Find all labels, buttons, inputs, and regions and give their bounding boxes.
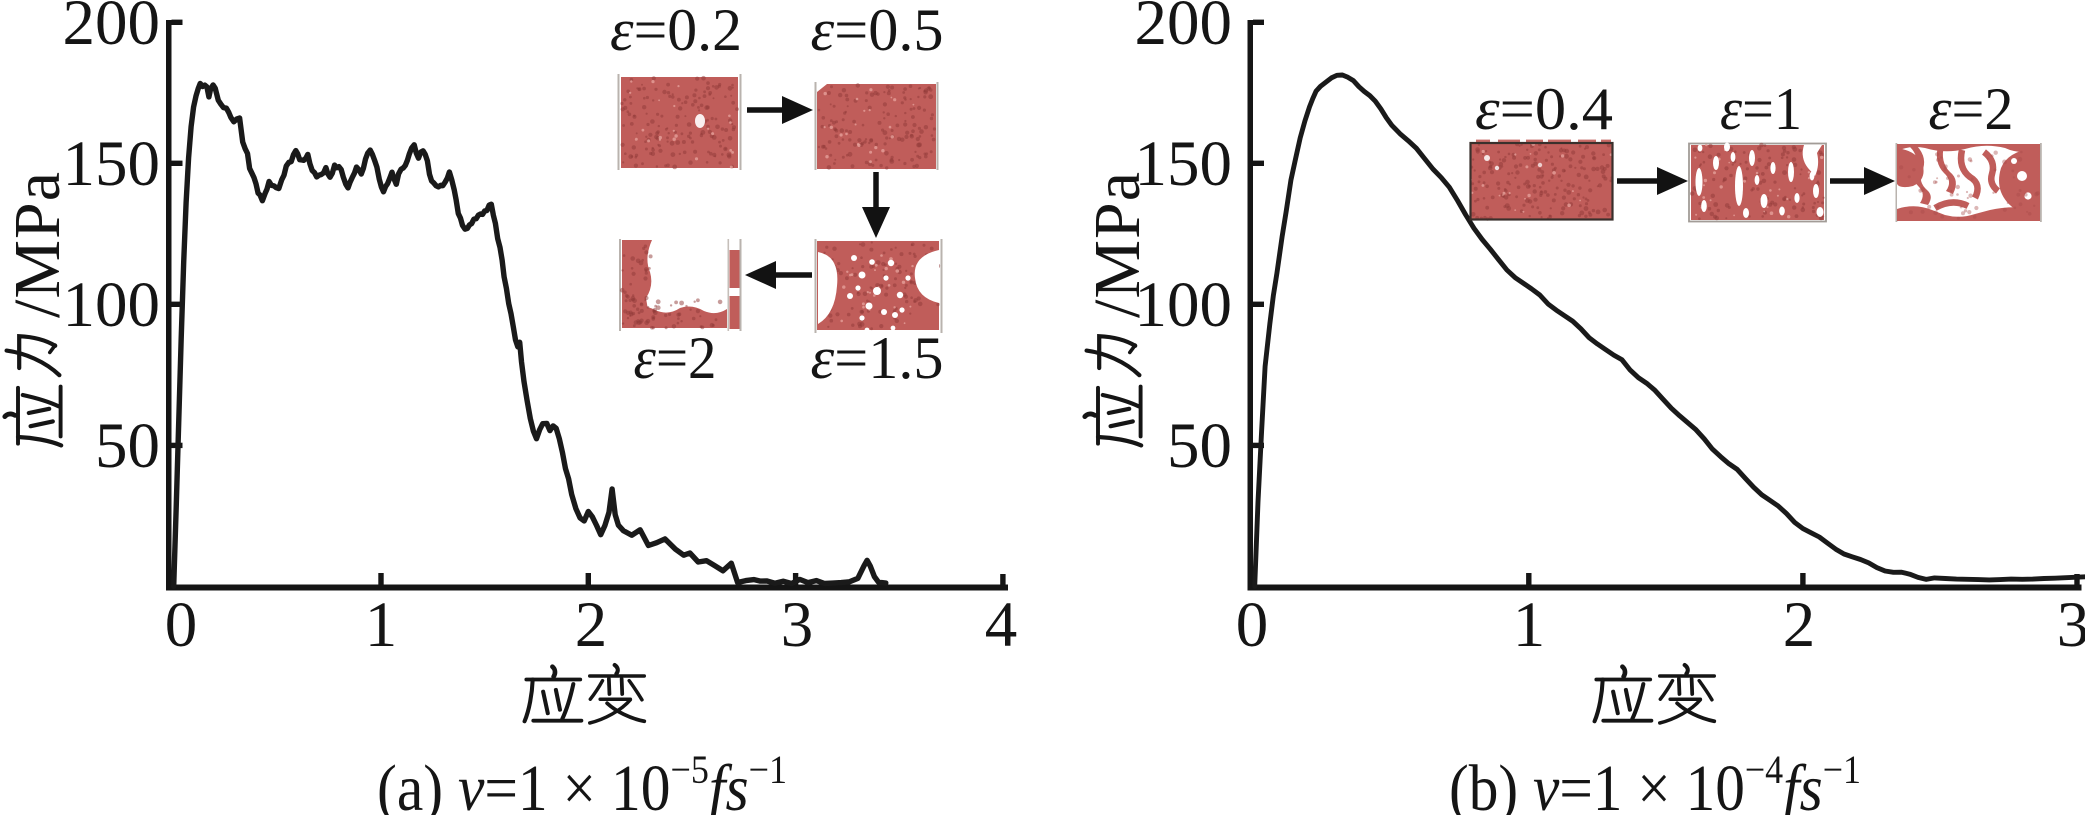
svg-text:150: 150 (63, 128, 161, 200)
svg-text:ε=0.5: ε=0.5 (811, 0, 944, 63)
svg-text:ε=0.4: ε=0.4 (1475, 76, 1613, 142)
svg-text:2: 2 (1783, 589, 1816, 661)
svg-text:0: 0 (165, 589, 198, 661)
svg-text:(a) v=1 × 10−5fs−1: (a) v=1 × 10−5fs−1 (377, 747, 787, 815)
svg-text:(b) v=1 × 10−4fs−1: (b) v=1 × 10−4fs−1 (1449, 747, 1861, 815)
svg-text:ε=2: ε=2 (634, 325, 717, 391)
svg-text:1: 1 (1513, 589, 1546, 661)
svg-text:100: 100 (1135, 269, 1233, 341)
svg-text:150: 150 (1135, 128, 1233, 200)
svg-text:200: 200 (1135, 0, 1233, 59)
svg-text:50: 50 (95, 410, 160, 482)
svg-text:200: 200 (63, 0, 161, 59)
svg-text:1: 1 (365, 589, 398, 661)
svg-text:100: 100 (63, 269, 161, 341)
svg-text:ε=0.2: ε=0.2 (610, 0, 742, 63)
svg-text:ε=1: ε=1 (1720, 76, 1802, 142)
svg-text:50: 50 (1167, 410, 1232, 482)
svg-text:4: 4 (985, 589, 1018, 661)
svg-text:ε=2: ε=2 (1929, 76, 2014, 142)
svg-text:/MPa: /MPa (1081, 171, 1154, 318)
svg-text:2: 2 (575, 589, 608, 661)
svg-text:0: 0 (1236, 589, 1269, 661)
svg-text:ε=1.5: ε=1.5 (811, 325, 944, 391)
svg-text:3: 3 (2057, 589, 2085, 661)
svg-text:3: 3 (781, 589, 814, 661)
svg-text:/MPa: /MPa (1, 171, 74, 318)
